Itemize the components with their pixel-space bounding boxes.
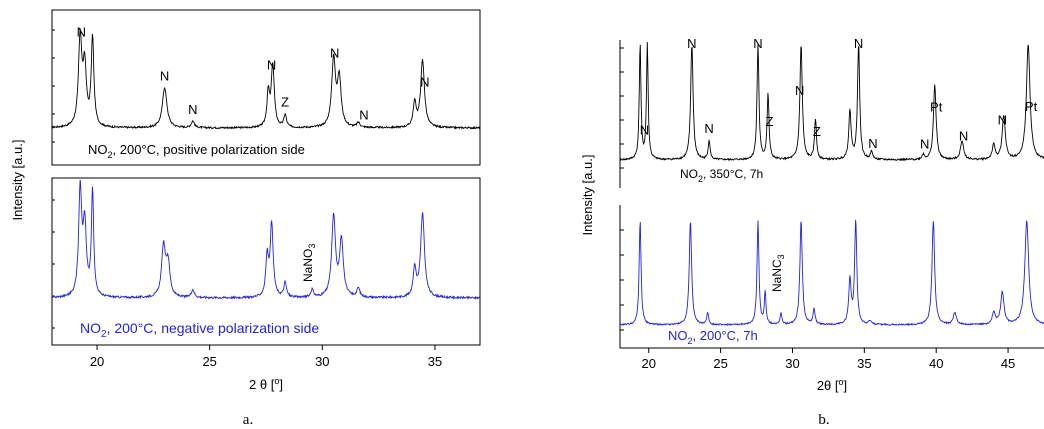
peak-label: N [753, 36, 762, 51]
peak-label: N [704, 121, 713, 136]
x-tick-label: 20 [642, 356, 656, 371]
peak-label: N [359, 108, 368, 123]
panel-b-bottom-legend-sub: 2 [688, 336, 693, 346]
panel-b-200c-trace [619, 219, 1044, 327]
peak-label: N [330, 45, 339, 60]
panel-b-bottom-legend: NO2, 200°C, 7h [668, 328, 758, 346]
panel-b-bottom-legend-post: , 200°C, 7h [693, 328, 758, 343]
panel-b-350c-trace [619, 41, 1044, 162]
panel-a-x-label-degree: o [274, 376, 279, 386]
panel-b-top-legend-pre: NO [680, 167, 698, 181]
peak-label: Pt [1025, 99, 1038, 114]
peak-label: N [854, 36, 863, 51]
panel-b-x-label-degree: o [839, 377, 844, 387]
panel-b-y-ticks [620, 47, 624, 331]
peak-label: N [920, 137, 929, 152]
panel-a-bottom-legend-sub: 2 [101, 329, 107, 340]
peak-label: N [640, 122, 649, 137]
panel-b-y-label: Intensity [a.u.] [580, 155, 595, 236]
panel-a-bottom-legend: NO2, 200°C, negative polarization side [80, 320, 319, 340]
panel-b-top-legend-post: , 350°C, 7h [703, 167, 763, 181]
peak-label: N [959, 128, 968, 143]
x-tick-label: 25 [713, 356, 727, 371]
panel-a-top-legend-post: , 200°C, positive polarization side [113, 142, 305, 157]
peak-label: N [160, 68, 169, 83]
panel-a-top-legend: NO2, 200°C, positive polarization side [88, 142, 305, 160]
panel-b-x-label-close: ] [844, 378, 848, 393]
panel-b-caption: b. [818, 412, 829, 428]
nano3-label: NaNC3 [770, 254, 786, 292]
panel-a-bottom-frame [51, 177, 481, 346]
x-tick-label: 35 [857, 356, 871, 371]
x-tick-label: 30 [785, 356, 799, 371]
peak-label: N [267, 58, 276, 73]
peak-label: N [77, 24, 86, 39]
x-tick-label: 30 [315, 354, 329, 369]
panel-a-bottom-legend-post: , 200°C, negative polarization side [107, 320, 320, 336]
x-tick-label: 35 [428, 354, 442, 369]
panel-b-top-legend: NO2, 350°C, 7h [680, 167, 763, 184]
panel-b-x-label-main: 2θ [ [817, 378, 839, 393]
panel-a-x-label-close: ] [279, 377, 283, 392]
peak-label: Z [813, 124, 821, 139]
peak-label: Z [281, 95, 289, 110]
panel-a-x-ticks: 20 25 30 35 [90, 345, 442, 369]
panel-a-x-label-main: 2 θ [ [249, 377, 275, 392]
peak-label: N [795, 83, 804, 98]
peak-label: Z [766, 114, 774, 129]
panel-a-top-frame [51, 9, 481, 166]
panel-a-positive-trace [51, 28, 481, 130]
peak-label: N [998, 112, 1007, 127]
panel-a-bottom-annotations: NaNO3 [301, 244, 317, 282]
panel-a-y-label: Intensity [a.u.] [10, 140, 25, 221]
panel-b-bottom-legend-pre: NO [668, 328, 688, 343]
panel-a-x-label: 2 θ [o] [249, 376, 283, 392]
panel-a-bottom-legend-pre: NO [80, 320, 101, 336]
panel-a-top-legend-sub: 2 [108, 150, 113, 160]
peak-label: N [188, 102, 197, 117]
x-tick-label: 25 [202, 354, 216, 369]
panel-a-negative-trace [51, 179, 481, 300]
panel-b-x-ticks: 20 25 30 35 40 45 [642, 348, 1015, 371]
nano3-label: NaNO3 [301, 244, 317, 282]
peak-label: N [868, 136, 877, 151]
panel-b-top-legend-sub: 2 [698, 174, 703, 184]
panel-a-caption: a. [243, 412, 253, 428]
panel-b-x-label: 2θ [o] [817, 377, 847, 393]
panel-b-top-annotations: N N N N Z N Z N N N Pt N N Pt [640, 36, 1038, 152]
panel-a-top-legend-pre: NO [88, 142, 108, 157]
x-tick-label: 45 [1001, 356, 1015, 371]
peak-label: N [687, 36, 696, 51]
x-tick-label: 40 [929, 356, 943, 371]
panel-b-bottom-annotations: NaNC3 [770, 254, 786, 292]
x-tick-label: 20 [90, 354, 104, 369]
peak-label: Pt [930, 100, 943, 115]
peak-label: N [420, 75, 429, 90]
panel-a-top-annotations: N N N N Z N N N [77, 24, 430, 122]
